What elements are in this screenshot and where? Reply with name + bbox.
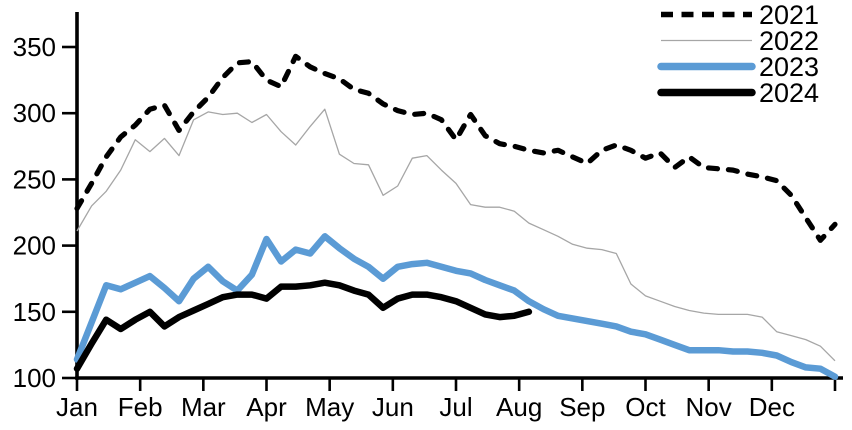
x-tick-label: May [305,392,354,422]
x-tick-label: Oct [625,392,666,422]
legend-item-2023: 2023 [657,52,819,82]
x-tick-label: Jul [439,392,472,422]
legend-item-2024: 2024 [657,78,819,108]
y-tick-label: 350 [13,32,56,62]
legend-label-2021: 2021 [759,0,819,30]
series-line-2024 [73,279,533,372]
legend-label-2023: 2023 [759,52,819,82]
x-tick-label: Jun [372,392,414,422]
x-tick-label: Nov [686,392,732,422]
x-tick-label: Mar [181,392,226,422]
x-tick-label: Aug [496,392,542,422]
series-line-2023 [73,233,839,380]
x-axis-ticks: Jan Feb Mar Apr May Jun Jul Aug Sep Oct Nov Dec [56,378,837,422]
y-tick-label: 150 [13,297,56,327]
legend-item-2021: 2021 [661,0,819,30]
x-tick-label: Sep [559,392,605,422]
y-axis-ticks: 100 150 200 250 300 350 [13,32,77,393]
legend-label-2024: 2024 [759,78,819,108]
x-tick-label: Feb [118,392,163,422]
x-tick-label: Dec [749,392,795,422]
y-tick-label: 100 [13,363,56,393]
legend-item-2022: 2022 [661,26,819,56]
x-tick-label: Jan [56,392,98,422]
y-tick-label: 250 [13,164,56,194]
series-line-2022 [76,108,836,362]
series-line-2021 [74,53,838,243]
legend-label-2022: 2022 [759,26,819,56]
x-tick-label: Apr [246,392,287,422]
y-tick-label: 200 [13,231,56,261]
y-tick-label: 300 [13,98,56,128]
